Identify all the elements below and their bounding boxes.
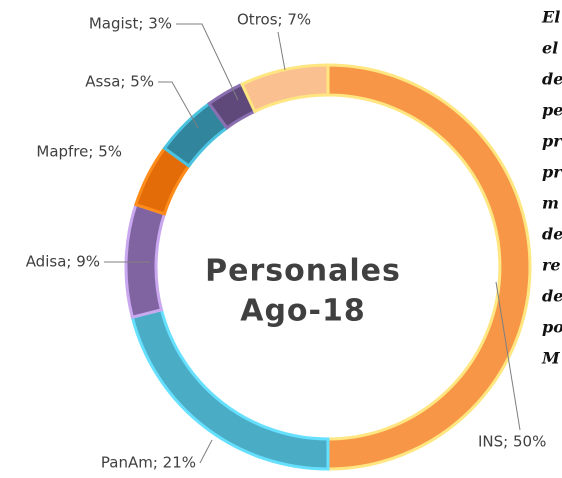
data-label: INS; 50% xyxy=(478,433,546,451)
leader-line xyxy=(495,281,521,431)
data-label: Mapfre; 5% xyxy=(36,143,122,161)
side-text-line: m xyxy=(542,194,559,213)
leader-line xyxy=(199,439,213,464)
side-text-line: de xyxy=(542,287,562,306)
side-text-line: re xyxy=(542,256,561,275)
data-label: PanAm; 21% xyxy=(101,454,196,472)
side-text-line: de xyxy=(542,225,562,244)
slice xyxy=(130,307,330,471)
side-text-line: pe xyxy=(542,101,562,120)
side-text-line: pr xyxy=(542,132,562,151)
chart-title: Personales xyxy=(205,254,401,289)
data-label: Assa; 5% xyxy=(85,73,154,91)
leader-line xyxy=(277,31,286,71)
chart-subtitle: Ago-18 xyxy=(240,294,366,329)
side-text-line: po xyxy=(542,318,562,337)
data-label: Otros; 7% xyxy=(237,11,311,29)
side-text-line: pr xyxy=(542,163,562,182)
side-text-line: M xyxy=(541,349,561,368)
side-text-line: de xyxy=(542,70,562,89)
data-label: Adisa; 9% xyxy=(26,253,100,271)
leader-line xyxy=(176,23,239,101)
leader-line xyxy=(158,81,199,129)
side-text-line: El xyxy=(541,8,560,27)
side-text-line: el xyxy=(542,39,558,58)
slice xyxy=(124,202,167,320)
data-label: Magist; 3% xyxy=(89,15,172,33)
slice xyxy=(239,63,330,114)
